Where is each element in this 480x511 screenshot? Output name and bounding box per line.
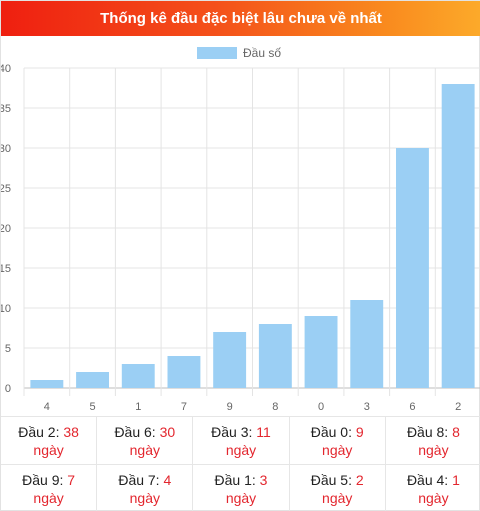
y-tick-label: 40 [1, 63, 11, 75]
stat-label: Đầu 8: [406, 424, 449, 440]
stat-cell: Đầu 4: 1 ngày [386, 465, 480, 511]
legend-swatch [197, 47, 237, 59]
bar-2[interactable] [441, 84, 475, 388]
stat-cell: Đầu 5: 2 ngày [290, 465, 386, 511]
stat-value: 4 [163, 472, 172, 488]
bar-7[interactable] [167, 356, 201, 388]
y-tick-label: 0 [5, 383, 11, 395]
stat-value: 8 [452, 424, 460, 440]
x-tick-label: 1 [135, 401, 141, 413]
y-tick-label: 20 [1, 223, 11, 235]
stat-label: Đầu 9: [22, 472, 64, 488]
stat-label: Đầu 2: [18, 424, 60, 440]
stat-unit: ngày [129, 442, 160, 458]
bar-4[interactable] [30, 380, 64, 388]
stat-unit: ngày [225, 442, 257, 458]
x-tick-label: 8 [272, 401, 278, 413]
chart-grid [23, 67, 480, 396]
x-tick-label: 4 [44, 401, 50, 413]
stat-cell: Đầu 1: 3 ngày [193, 465, 290, 511]
stat-unit: ngày [418, 442, 449, 458]
bar-3[interactable] [350, 300, 384, 388]
x-axis: 4 5 1 7 9 8 0 3 6 2 [44, 401, 461, 413]
stats-table: Đầu 2: 38 ngày Đầu 6: 30 ngày Đầu 3: 11 … [1, 416, 480, 511]
x-tick-label: 9 [227, 401, 233, 413]
stat-value: 38 [63, 424, 79, 440]
stat-value: 3 [259, 472, 268, 488]
stats-row: Đầu 9: 7 ngày Đầu 7: 4 ngày Đầu 1: 3 ngà… [1, 464, 480, 511]
chart-legend[interactable]: Đầu số [197, 46, 281, 60]
x-tick-label: 2 [455, 401, 461, 413]
stat-cell: Đầu 3: 11 ngày [193, 417, 290, 464]
legend-label: Đầu số [243, 46, 281, 60]
stat-value: 30 [159, 424, 176, 440]
stat-value: 2 [355, 472, 364, 488]
stat-cell: Đầu 8: 8 ngày [386, 417, 480, 464]
x-tick-label: 6 [409, 401, 415, 413]
bar-8[interactable] [258, 324, 292, 388]
stats-row: Đầu 2: 38 ngày Đầu 6: 30 ngày Đầu 3: 11 … [1, 416, 480, 464]
y-tick-label: 25 [1, 183, 11, 195]
stat-value: 1 [452, 472, 460, 488]
bar-5[interactable] [76, 372, 110, 388]
stat-value: 9 [355, 424, 364, 440]
y-tick-label: 35 [1, 103, 11, 115]
stat-cell: Đầu 0: 9 ngày [290, 417, 386, 464]
stat-unit: ngày [225, 490, 257, 506]
stat-label: Đầu 1: [214, 472, 256, 488]
bar-9[interactable] [213, 332, 247, 388]
stat-cell: Đầu 9: 7 ngày [1, 465, 98, 511]
stat-label: Đầu 5: [310, 472, 352, 488]
stat-unit: ngày [322, 490, 353, 506]
bar-1[interactable] [121, 364, 155, 388]
y-tick-label: 5 [5, 343, 11, 355]
stat-value: 7 [67, 472, 76, 488]
stat-unit: ngày [129, 490, 160, 506]
y-axis: 0 5 10 15 20 25 30 35 40 [1, 63, 11, 395]
bar-series [30, 84, 475, 388]
y-tick-label: 10 [1, 303, 11, 315]
y-tick-label: 30 [1, 143, 11, 155]
page-title: Thống kê đầu đặc biệt lâu chưa về nhất [1, 1, 480, 36]
stat-label: Đầu 6: [114, 424, 156, 440]
stat-unit: ngày [418, 490, 449, 506]
stat-label: Đầu 4: [406, 472, 449, 488]
stat-label: Đầu 7: [118, 472, 160, 488]
stat-cell: Đầu 2: 38 ngày [1, 417, 98, 464]
stat-label: Đầu 0: [310, 424, 352, 440]
x-tick-label: 7 [181, 401, 187, 413]
stat-label: Đầu 3: [211, 424, 253, 440]
bar-6[interactable] [395, 148, 429, 388]
bar-0[interactable] [304, 316, 338, 388]
stat-unit: ngày [33, 442, 64, 458]
y-tick-label: 15 [1, 263, 11, 275]
stat-cell: Đầu 7: 4 ngày [97, 465, 194, 511]
stat-unit: ngày [33, 490, 64, 506]
stat-cell: Đầu 6: 30 ngày [97, 417, 194, 464]
x-tick-label: 0 [318, 401, 324, 413]
stat-value: 11 [256, 424, 271, 440]
x-tick-label: 5 [89, 401, 95, 413]
x-tick-label: 3 [364, 401, 370, 413]
stat-unit: ngày [322, 442, 353, 458]
